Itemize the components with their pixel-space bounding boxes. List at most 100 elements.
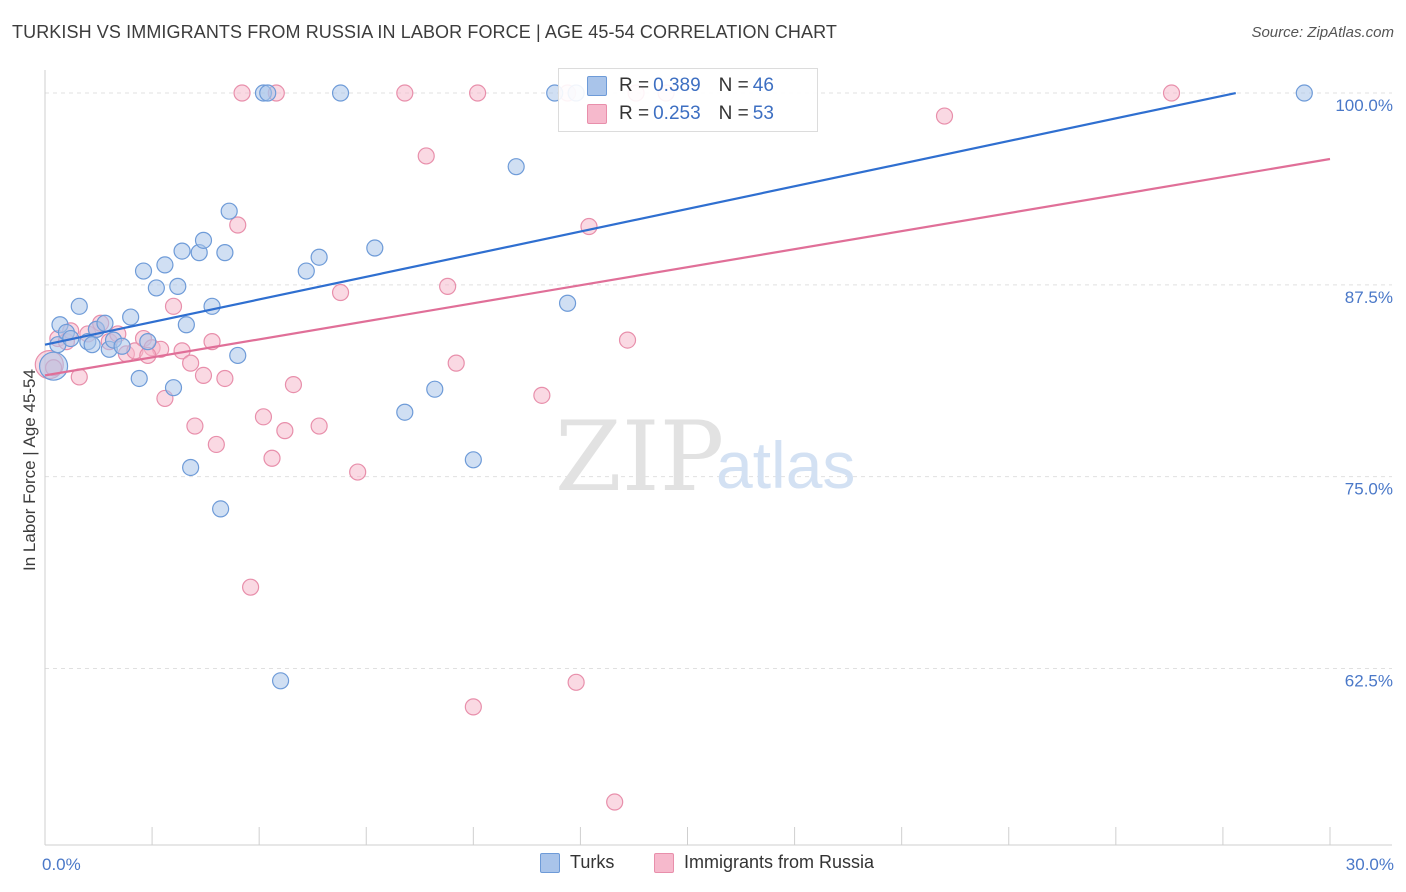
- point-turks: [396, 403, 414, 421]
- point-turks: [203, 297, 221, 315]
- point-turks: [122, 308, 140, 326]
- point-russia: [276, 422, 294, 440]
- bottom-legend-label-turks: Turks: [570, 852, 615, 872]
- point-turks: [310, 248, 328, 266]
- point-russia: [233, 84, 251, 102]
- point-turks: [331, 84, 350, 102]
- point-russia: [469, 84, 487, 102]
- point-russia: [935, 107, 954, 125]
- legend-swatch-turks: [587, 76, 607, 96]
- point-turks: [182, 458, 200, 477]
- point-russia: [567, 673, 585, 691]
- point-turks: [96, 314, 114, 332]
- legend-swatch-russia: [587, 104, 607, 124]
- point-russia: [207, 435, 225, 454]
- legend-n-label-russia: N =: [718, 103, 749, 124]
- bottom-legend-turks: Turks: [540, 852, 614, 873]
- point-russia: [396, 84, 414, 102]
- point-turks: [38, 351, 69, 381]
- point-turks: [147, 279, 165, 297]
- point-turks: [1295, 84, 1313, 102]
- tick-labels: 100.0% 87.5% 75.0% 62.5% 0.0% 30.0%: [42, 96, 1394, 874]
- point-russia: [618, 331, 637, 349]
- y-tick-label: 87.5%: [1345, 288, 1393, 307]
- point-russia: [254, 408, 273, 426]
- y-tick-label: 100.0%: [1335, 96, 1393, 115]
- point-russia: [164, 297, 183, 315]
- point-russia: [182, 354, 200, 372]
- point-russia: [216, 369, 234, 388]
- point-turks: [216, 244, 234, 262]
- point-turks: [229, 346, 247, 365]
- trend-line-russia: [44, 157, 1331, 377]
- x-tick-label: 0.0%: [42, 855, 81, 874]
- legend-r-value-turks: 0.389: [653, 75, 701, 96]
- point-turks: [169, 277, 187, 295]
- point-turks: [464, 451, 482, 469]
- bottom-swatch-russia: [654, 852, 674, 873]
- point-russia: [533, 386, 551, 404]
- point-russia: [229, 216, 247, 234]
- point-turks: [259, 84, 277, 102]
- point-russia: [417, 147, 435, 165]
- x-tick-label: 30.0%: [1346, 855, 1394, 874]
- point-turks: [156, 256, 174, 274]
- point-turks: [164, 379, 183, 397]
- point-turks: [366, 239, 384, 257]
- point-russia: [310, 417, 328, 435]
- point-russia: [194, 366, 213, 384]
- source-credit: Source: ZipAtlas.com: [1251, 24, 1394, 41]
- y-tick-label: 75.0%: [1345, 480, 1393, 499]
- point-russia: [263, 449, 281, 467]
- point-turks: [194, 231, 213, 249]
- bottom-legend-label-russia: Immigrants from Russia: [684, 852, 875, 872]
- trend-line-turks: [44, 91, 1236, 346]
- point-turks: [558, 294, 577, 312]
- trend-lines: [44, 91, 1331, 377]
- point-russia: [464, 698, 482, 716]
- chart-title: TURKISH VS IMMIGRANTS FROM RUSSIA IN LAB…: [12, 22, 837, 42]
- watermark-atlas: atlas: [716, 428, 855, 502]
- legend-n-value-russia: 53: [752, 103, 774, 124]
- bottom-legend-russia: Immigrants from Russia: [654, 852, 874, 873]
- point-turks: [83, 336, 101, 354]
- legend-r-label-russia: R =: [619, 103, 650, 124]
- point-russia: [331, 283, 350, 302]
- legend-row-russia: R = 0.253 N = 53: [587, 102, 774, 126]
- point-turks: [297, 262, 315, 280]
- point-russia: [580, 217, 598, 236]
- series-turks-points: [38, 84, 1313, 690]
- point-turks: [70, 297, 88, 315]
- watermark-zip: ZIP: [555, 401, 724, 513]
- point-russia: [284, 376, 303, 394]
- point-russia: [606, 793, 624, 811]
- stats-legend: R = 0.389 N = 46 R = 0.253 N = 53: [558, 68, 818, 132]
- point-turks: [220, 202, 238, 220]
- point-turks: [212, 500, 230, 518]
- legend-n-value-turks: 46: [752, 75, 774, 96]
- legend-row-turks: R = 0.389 N = 46: [587, 74, 774, 98]
- point-russia: [1162, 84, 1181, 102]
- point-turks: [139, 333, 157, 351]
- point-russia: [447, 354, 465, 372]
- point-turks: [113, 337, 131, 355]
- legend-r-label-turks: R =: [619, 75, 650, 96]
- point-turks: [173, 242, 191, 260]
- axes: [44, 70, 1392, 846]
- point-russia: [242, 578, 260, 596]
- point-turks: [134, 262, 153, 280]
- bottom-swatch-turks: [540, 852, 560, 873]
- legend-n-label-turks: N =: [718, 75, 749, 96]
- legend-r-value-russia: 0.253: [653, 103, 701, 124]
- y-tick-label: 62.5%: [1345, 672, 1393, 691]
- point-turks: [130, 369, 148, 388]
- point-turks: [271, 672, 290, 690]
- point-russia: [186, 417, 204, 435]
- point-turks: [177, 316, 195, 334]
- point-russia: [349, 463, 367, 481]
- point-russia: [439, 277, 457, 295]
- watermark: ZIP atlas: [555, 401, 855, 513]
- point-turks: [426, 380, 444, 398]
- point-turks: [507, 158, 525, 176]
